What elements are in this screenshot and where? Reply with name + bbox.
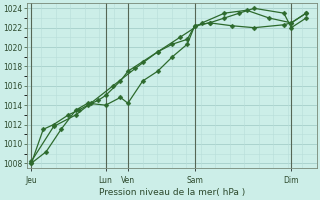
X-axis label: Pression niveau de la mer( hPa ): Pression niveau de la mer( hPa ) (99, 188, 245, 197)
